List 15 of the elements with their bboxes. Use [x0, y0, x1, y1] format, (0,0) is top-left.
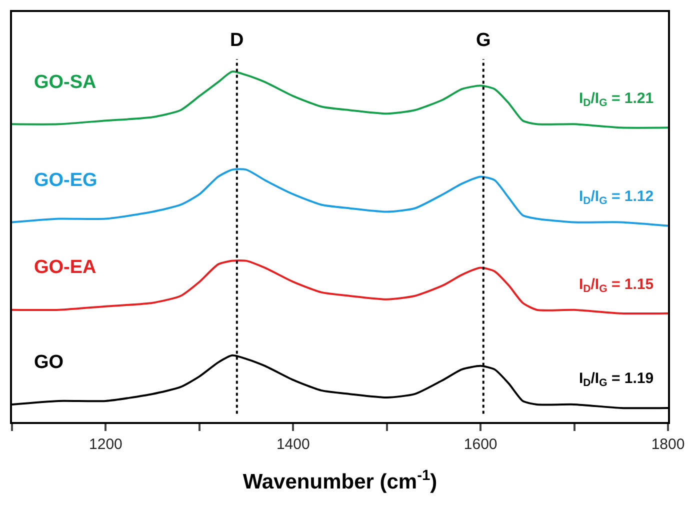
series-label: GO-EA: [34, 257, 97, 278]
ref-line-label: D: [230, 30, 244, 51]
x-tick-label: 1800: [651, 436, 685, 453]
series-label: GO-EG: [34, 170, 98, 191]
annotation: I$_{D}$/I$_{G}$ = 1.21: [579, 90, 654, 110]
series-label: GO-SA: [34, 72, 97, 93]
annotation: I$_{D}$/I$_{G}$ = 1.12: [579, 188, 654, 208]
x-tick-label: 1200: [89, 436, 122, 453]
annotation: I$_{D}$/I$_{G}$ = 1.15: [579, 276, 654, 296]
x-tick-label: 1600: [464, 436, 498, 453]
x-axis-title: Wavenumber (cm$^{-1}$): [242, 468, 438, 494]
ref-line-label: G: [476, 30, 491, 51]
x-tick-label: 1400: [276, 436, 310, 453]
series-label: GO: [34, 352, 64, 373]
annotation: I$_{D}$/I$_{G}$ = 1.19: [579, 370, 654, 390]
